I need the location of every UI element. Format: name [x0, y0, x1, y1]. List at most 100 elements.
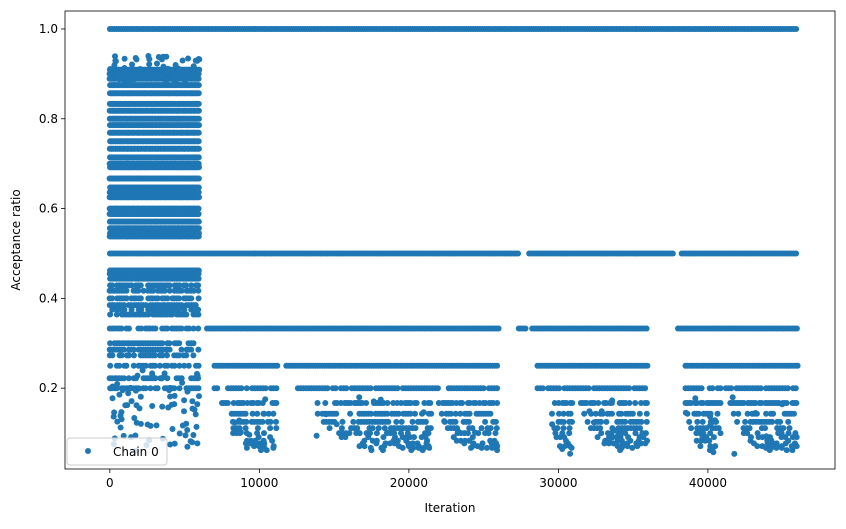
data-point — [184, 443, 191, 450]
y-axis: 0.20.40.60.81.0 — [39, 22, 65, 395]
data-point — [166, 287, 173, 294]
data-point — [147, 72, 154, 79]
data-point — [624, 443, 631, 450]
data-point — [601, 440, 608, 447]
data-point — [195, 275, 202, 282]
data-point — [259, 418, 266, 425]
data-point — [793, 434, 800, 441]
data-point — [195, 270, 202, 277]
data-point — [569, 400, 576, 406]
data-point — [342, 434, 349, 441]
data-point — [626, 400, 633, 406]
data-point — [224, 400, 231, 406]
data-point — [494, 362, 501, 369]
data-point — [116, 362, 123, 369]
data-point — [399, 444, 406, 451]
data-point — [487, 425, 494, 432]
data-point — [385, 418, 392, 425]
data-point — [123, 362, 130, 369]
data-point — [261, 430, 267, 437]
data-point — [734, 418, 741, 425]
data-point — [190, 306, 197, 313]
data-point — [793, 400, 800, 406]
data-point — [466, 410, 473, 417]
data-point — [160, 53, 167, 60]
data-point — [744, 410, 751, 417]
data-point — [169, 311, 176, 318]
data-point — [427, 400, 434, 406]
data-point — [171, 440, 178, 447]
data-point — [370, 398, 377, 405]
data-point — [688, 425, 695, 432]
data-point — [314, 410, 321, 417]
data-point — [369, 425, 376, 432]
data-point — [494, 400, 501, 406]
data-point — [469, 425, 476, 432]
data-point — [116, 391, 123, 398]
data-point — [243, 418, 250, 425]
data-point — [134, 372, 141, 379]
data-point — [120, 432, 127, 439]
data-point — [171, 392, 178, 399]
data-point — [183, 282, 190, 289]
data-point — [109, 282, 116, 289]
data-point — [195, 346, 202, 353]
data-point — [365, 434, 372, 441]
data-point — [766, 447, 773, 454]
data-point — [785, 430, 792, 437]
data-point — [131, 352, 137, 359]
data-point — [637, 425, 643, 432]
data-point — [642, 440, 649, 447]
data-point — [129, 61, 135, 68]
data-point — [793, 325, 800, 332]
data-point — [125, 390, 132, 397]
data-point — [707, 430, 714, 437]
data-point — [779, 401, 786, 408]
data-point — [171, 362, 178, 369]
data-point — [395, 410, 402, 417]
data-point — [694, 418, 701, 425]
data-point — [785, 418, 792, 425]
data-point — [130, 362, 137, 369]
legend: Chain 0 — [66, 437, 168, 466]
data-point — [112, 53, 118, 60]
data-point — [438, 410, 445, 417]
data-point — [109, 352, 116, 359]
y-tick-label: 1.0 — [39, 22, 58, 36]
data-point — [107, 66, 114, 72]
data-point — [324, 385, 331, 392]
data-point — [176, 385, 183, 392]
data-point — [697, 443, 704, 450]
data-point — [347, 410, 354, 417]
data-point — [381, 425, 388, 432]
data-point — [375, 425, 382, 432]
points-layer — [106, 26, 801, 457]
data-point — [609, 410, 615, 417]
data-point — [127, 384, 134, 391]
data-point — [626, 385, 632, 392]
data-point — [556, 410, 562, 417]
x-tick-label: 10000 — [240, 476, 278, 490]
data-point — [159, 403, 166, 410]
data-point — [598, 418, 604, 425]
data-point — [161, 287, 168, 294]
data-point — [195, 225, 202, 232]
data-point — [567, 410, 574, 417]
data-point — [251, 443, 257, 450]
data-point — [270, 410, 277, 417]
data-point — [184, 427, 191, 433]
data-point — [556, 385, 562, 392]
data-point — [194, 440, 201, 447]
data-point — [585, 385, 592, 392]
data-point — [128, 282, 135, 289]
data-point — [267, 418, 274, 425]
data-point — [356, 430, 363, 437]
data-point — [468, 444, 474, 451]
y-tick-label: 0.8 — [39, 112, 58, 126]
data-point — [783, 447, 790, 454]
data-point — [581, 410, 588, 417]
data-point — [569, 418, 575, 425]
data-point — [158, 375, 165, 382]
data-point — [121, 306, 128, 313]
x-tick-label: 30000 — [539, 476, 577, 490]
